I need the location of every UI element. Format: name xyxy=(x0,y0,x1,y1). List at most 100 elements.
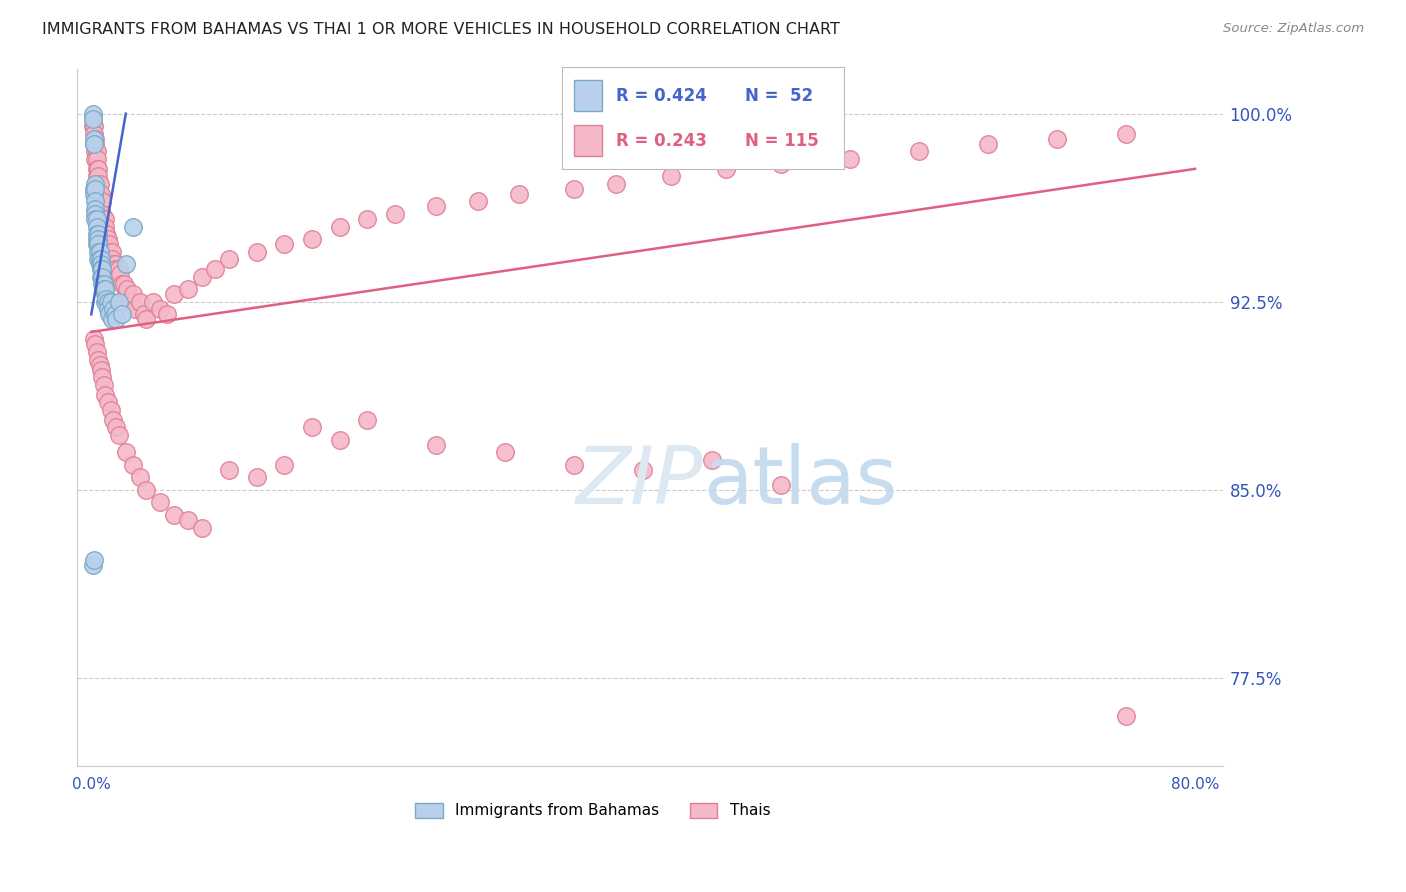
Point xyxy=(84,212,107,227)
Point xyxy=(84,202,107,216)
Point xyxy=(82,558,104,573)
Point xyxy=(149,302,172,317)
Point xyxy=(111,307,134,321)
Point xyxy=(105,420,128,434)
Point xyxy=(121,287,143,301)
Point xyxy=(82,112,104,126)
Point xyxy=(84,177,107,191)
Point xyxy=(83,136,105,151)
Point xyxy=(93,277,115,292)
Point xyxy=(562,458,585,472)
Point xyxy=(329,219,352,234)
Point xyxy=(84,182,107,196)
Point xyxy=(91,269,114,284)
Point xyxy=(94,212,117,227)
Point xyxy=(1115,127,1137,141)
Point xyxy=(83,553,105,567)
Point xyxy=(156,307,179,321)
Point xyxy=(87,177,110,191)
Point xyxy=(425,199,447,213)
Point xyxy=(177,513,200,527)
Point xyxy=(94,227,117,241)
Point xyxy=(562,182,585,196)
Point xyxy=(108,262,131,277)
Point xyxy=(89,194,111,209)
Point xyxy=(301,232,323,246)
Point xyxy=(121,458,143,472)
Text: Source: ZipAtlas.com: Source: ZipAtlas.com xyxy=(1223,22,1364,36)
Point xyxy=(89,244,111,259)
Point xyxy=(1046,132,1069,146)
Point xyxy=(105,312,128,326)
Point xyxy=(659,169,682,184)
Point xyxy=(246,470,269,484)
Point xyxy=(97,294,120,309)
Point xyxy=(90,362,112,376)
Point xyxy=(103,257,125,271)
Legend: Immigrants from Bahamas, Thais: Immigrants from Bahamas, Thais xyxy=(409,797,776,824)
Point xyxy=(124,302,146,317)
Point xyxy=(86,161,108,176)
Point xyxy=(204,262,226,277)
Point xyxy=(384,207,406,221)
Point xyxy=(91,212,114,227)
Point xyxy=(91,277,114,292)
Point xyxy=(84,194,107,209)
Point xyxy=(104,307,127,321)
Point xyxy=(89,186,111,201)
Text: N =  52: N = 52 xyxy=(745,87,813,104)
Point xyxy=(770,478,793,492)
Point xyxy=(94,219,117,234)
Point xyxy=(91,194,114,209)
Point xyxy=(90,252,112,267)
Point xyxy=(97,302,120,317)
Point xyxy=(114,445,136,459)
Point xyxy=(103,413,125,427)
Point xyxy=(83,333,105,347)
Point xyxy=(301,420,323,434)
Point xyxy=(84,132,107,146)
Point xyxy=(190,269,212,284)
Point xyxy=(714,161,737,176)
Point xyxy=(83,182,105,196)
Point xyxy=(356,212,378,227)
Point xyxy=(190,520,212,534)
Point xyxy=(163,508,186,522)
Point xyxy=(93,219,115,234)
Point xyxy=(108,294,131,309)
Point xyxy=(114,287,136,301)
Point xyxy=(273,458,295,472)
Text: IMMIGRANTS FROM BAHAMAS VS THAI 1 OR MORE VEHICLES IN HOUSEHOLD CORRELATION CHAR: IMMIGRANTS FROM BAHAMAS VS THAI 1 OR MOR… xyxy=(42,22,839,37)
Point xyxy=(89,252,111,267)
Point xyxy=(94,287,117,301)
Point xyxy=(96,237,118,252)
Point xyxy=(90,269,112,284)
Point xyxy=(87,237,110,252)
Point xyxy=(93,282,115,296)
Point xyxy=(605,177,627,191)
Point xyxy=(101,312,124,326)
Point xyxy=(135,312,157,326)
Point xyxy=(90,194,112,209)
Point xyxy=(163,287,186,301)
Point xyxy=(90,262,112,277)
Point xyxy=(91,207,114,221)
Point xyxy=(101,252,124,267)
FancyBboxPatch shape xyxy=(574,80,602,111)
Text: atlas: atlas xyxy=(703,442,897,521)
Point xyxy=(1115,708,1137,723)
Point xyxy=(89,177,111,191)
Point xyxy=(100,252,122,267)
Point xyxy=(425,438,447,452)
Point xyxy=(96,293,118,307)
Point xyxy=(329,433,352,447)
Point xyxy=(84,136,107,151)
Point xyxy=(132,307,155,321)
Point xyxy=(83,127,105,141)
Point xyxy=(839,152,862,166)
Point xyxy=(702,453,724,467)
Point xyxy=(177,282,200,296)
Point xyxy=(83,136,105,151)
Point xyxy=(94,387,117,401)
Point xyxy=(103,302,125,317)
